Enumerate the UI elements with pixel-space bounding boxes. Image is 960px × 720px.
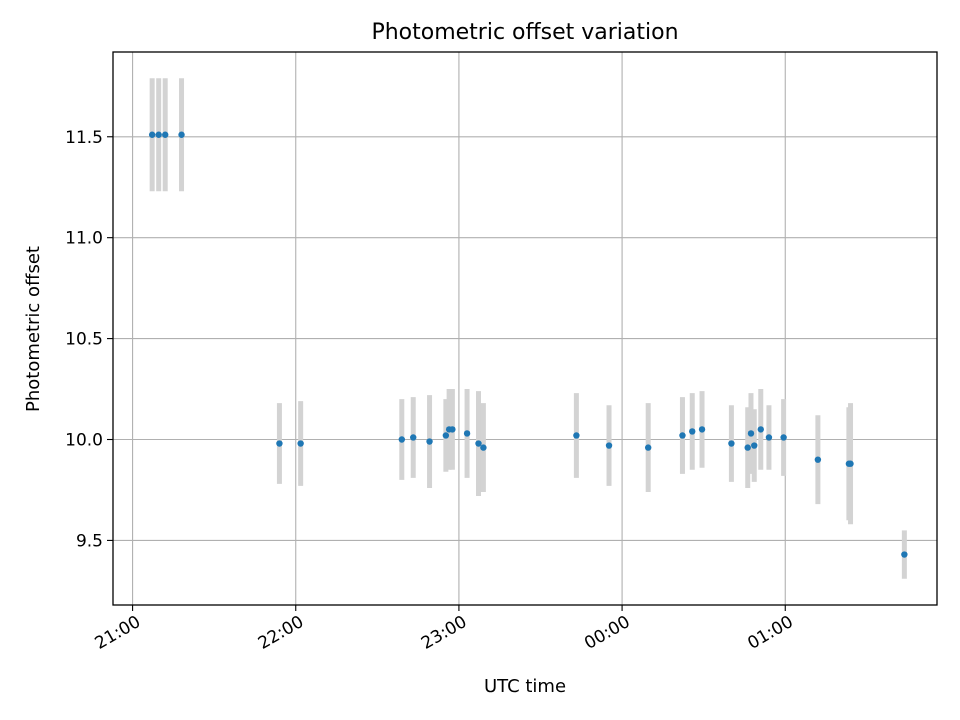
data-points — [148, 131, 908, 558]
y-tick-label: 10.0 — [65, 431, 103, 451]
y-tick-label: 9.5 — [76, 531, 103, 551]
y-axis-ticks: 9.5 10.0 10.5 11.0 11.5 — [65, 128, 113, 551]
data-point — [398, 436, 406, 443]
data-point — [148, 131, 156, 138]
chart-title: Photometric offset variation — [371, 20, 678, 45]
data-point — [442, 432, 450, 439]
data-point — [178, 131, 185, 138]
plot-frame — [112, 51, 938, 606]
data-point — [901, 551, 908, 558]
y-tick-label: 10.5 — [65, 330, 103, 350]
x-axis-label: UTC time — [484, 676, 566, 697]
data-point — [679, 432, 686, 439]
data-point — [747, 430, 755, 437]
data-point — [751, 442, 758, 449]
data-point — [449, 426, 456, 433]
data-point — [573, 432, 580, 439]
data-point — [297, 440, 304, 447]
data-point — [480, 444, 487, 451]
data-point — [155, 131, 162, 138]
data-point — [605, 442, 613, 449]
data-point — [780, 434, 787, 441]
data-point — [847, 460, 854, 467]
data-point — [475, 440, 482, 447]
data-point — [689, 428, 696, 435]
data-point — [162, 131, 169, 138]
y-tick-label: 11.0 — [65, 229, 103, 249]
data-point — [463, 430, 471, 437]
data-point — [426, 438, 433, 445]
data-point — [698, 426, 706, 433]
data-point — [728, 440, 735, 447]
data-point — [765, 434, 773, 441]
y-tick-label: 11.5 — [65, 128, 103, 148]
data-point — [410, 434, 417, 441]
y-axis-label: Photometric offset — [23, 246, 44, 412]
data-point — [814, 456, 822, 463]
data-point — [757, 426, 764, 433]
data-point — [744, 444, 751, 451]
grid-lines — [113, 52, 937, 605]
data-point — [644, 444, 652, 451]
data-point — [276, 440, 283, 447]
